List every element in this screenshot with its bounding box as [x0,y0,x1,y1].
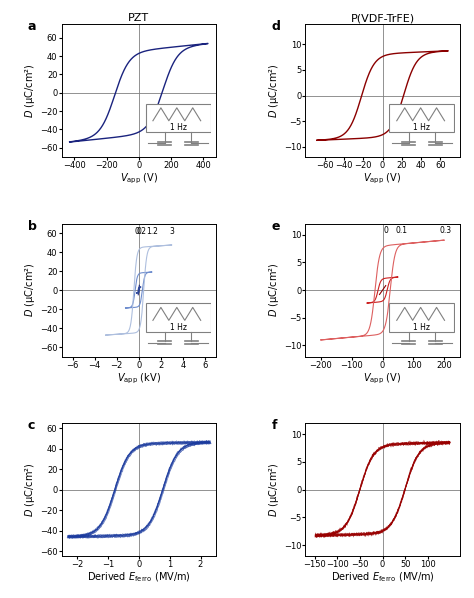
X-axis label: $V_\mathrm{app}$ (V): $V_\mathrm{app}$ (V) [364,172,402,186]
X-axis label: $V_\mathrm{app}$ (V): $V_\mathrm{app}$ (V) [119,172,158,186]
Text: f: f [272,419,277,432]
Y-axis label: $D$ (μC/cm²): $D$ (μC/cm²) [267,462,281,517]
Y-axis label: $D$ (μC/cm²): $D$ (μC/cm²) [267,263,281,317]
Text: 0: 0 [383,226,388,235]
X-axis label: Derived $E_\mathrm{ferro}$ (MV/m): Derived $E_\mathrm{ferro}$ (MV/m) [331,570,435,584]
X-axis label: $V_\mathrm{app}$ (kV): $V_\mathrm{app}$ (kV) [117,371,161,386]
Text: 0.3: 0.3 [440,226,452,235]
Text: b: b [27,219,36,233]
Text: 3: 3 [169,227,174,236]
Title: P(VDF-TrFE): P(VDF-TrFE) [351,13,415,23]
Y-axis label: $D$ (μC/cm²): $D$ (μC/cm²) [23,263,37,317]
Y-axis label: $D$ (μC/cm²): $D$ (μC/cm²) [267,63,281,118]
Text: 0.1: 0.1 [395,226,407,235]
X-axis label: Derived $E_\mathrm{ferro}$ (MV/m): Derived $E_\mathrm{ferro}$ (MV/m) [87,570,191,584]
Text: c: c [27,419,35,432]
Text: d: d [272,20,281,33]
Text: 0.2: 0.2 [135,227,147,236]
Y-axis label: $D$ (μC/cm²): $D$ (μC/cm²) [23,462,37,517]
Text: e: e [272,219,280,233]
Text: a: a [27,20,36,33]
Y-axis label: $D$ (μC/cm²): $D$ (μC/cm²) [23,63,37,118]
Text: 0: 0 [137,227,141,236]
Title: PZT: PZT [128,13,149,23]
X-axis label: $V_\mathrm{app}$ (V): $V_\mathrm{app}$ (V) [364,371,402,386]
Text: 1.2: 1.2 [146,227,158,236]
